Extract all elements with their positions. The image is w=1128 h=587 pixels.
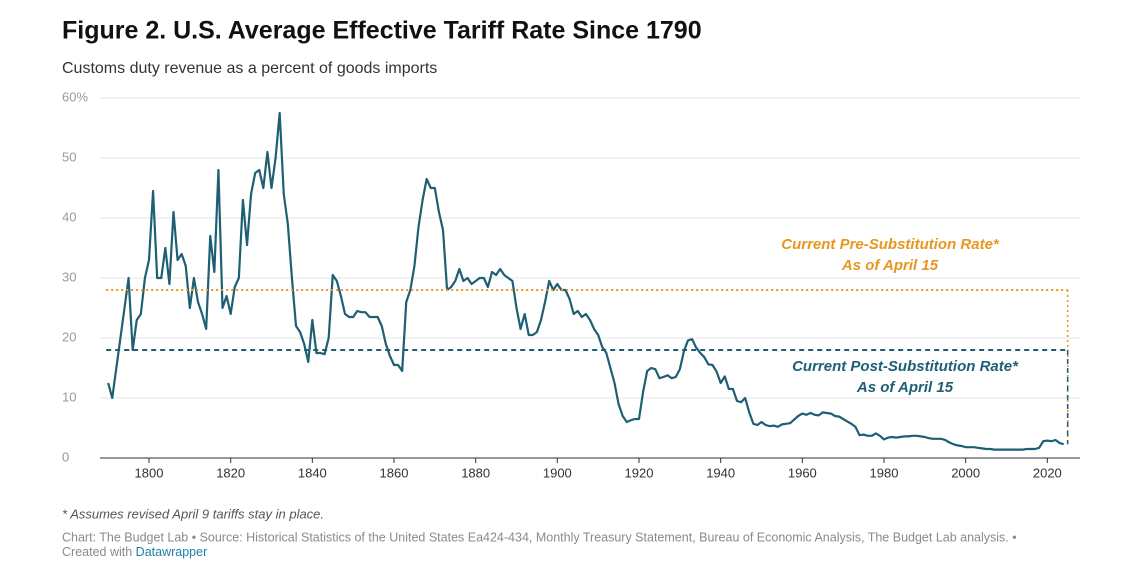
y-tick-label: 10 (62, 389, 76, 404)
footnote: * Assumes revised April 9 tariffs stay i… (62, 506, 324, 521)
x-tick-label: 1840 (298, 465, 327, 480)
y-tick-label: 20 (62, 329, 76, 344)
x-tick-label: 1940 (706, 465, 735, 480)
y-tick-label: 60% (62, 89, 88, 104)
annotation: Current Pre-Substitution Rate* (781, 236, 1000, 253)
x-tick-label: 2000 (951, 465, 980, 480)
x-tick-label: 1900 (543, 465, 572, 480)
annotation: Current Post-Substitution Rate* (792, 358, 1019, 375)
created-with: Created with (62, 545, 132, 559)
source: Chart: The Budget Lab • Source: Historic… (62, 530, 1017, 544)
y-tick-label: 40 (62, 209, 76, 224)
data-line (107, 111, 1064, 451)
x-tick-label: 1920 (625, 465, 654, 480)
y-tick-label: 30 (62, 269, 76, 284)
x-tick-label: 2020 (1033, 465, 1062, 480)
datawrapper-link[interactable]: Datawrapper (136, 545, 208, 559)
y-tick-label: 50 (62, 149, 76, 164)
x-tick-label: 1980 (870, 465, 899, 480)
credit: Created with Datawrapper (62, 545, 207, 559)
annotation: As of April 15 (841, 257, 939, 274)
chart-subtitle: Customs duty revenue as a percent of goo… (62, 60, 437, 77)
annotation: As of April 15 (856, 379, 954, 396)
x-tick-label: 1960 (788, 465, 817, 480)
y-tick-label: 0 (62, 449, 69, 464)
x-tick-label: 1820 (216, 465, 245, 480)
x-tick-label: 1880 (461, 465, 490, 480)
chart-title: Figure 2. U.S. Average Effective Tariff … (62, 17, 702, 45)
x-tick-label: 1800 (135, 465, 164, 480)
x-tick-label: 1860 (380, 465, 409, 480)
